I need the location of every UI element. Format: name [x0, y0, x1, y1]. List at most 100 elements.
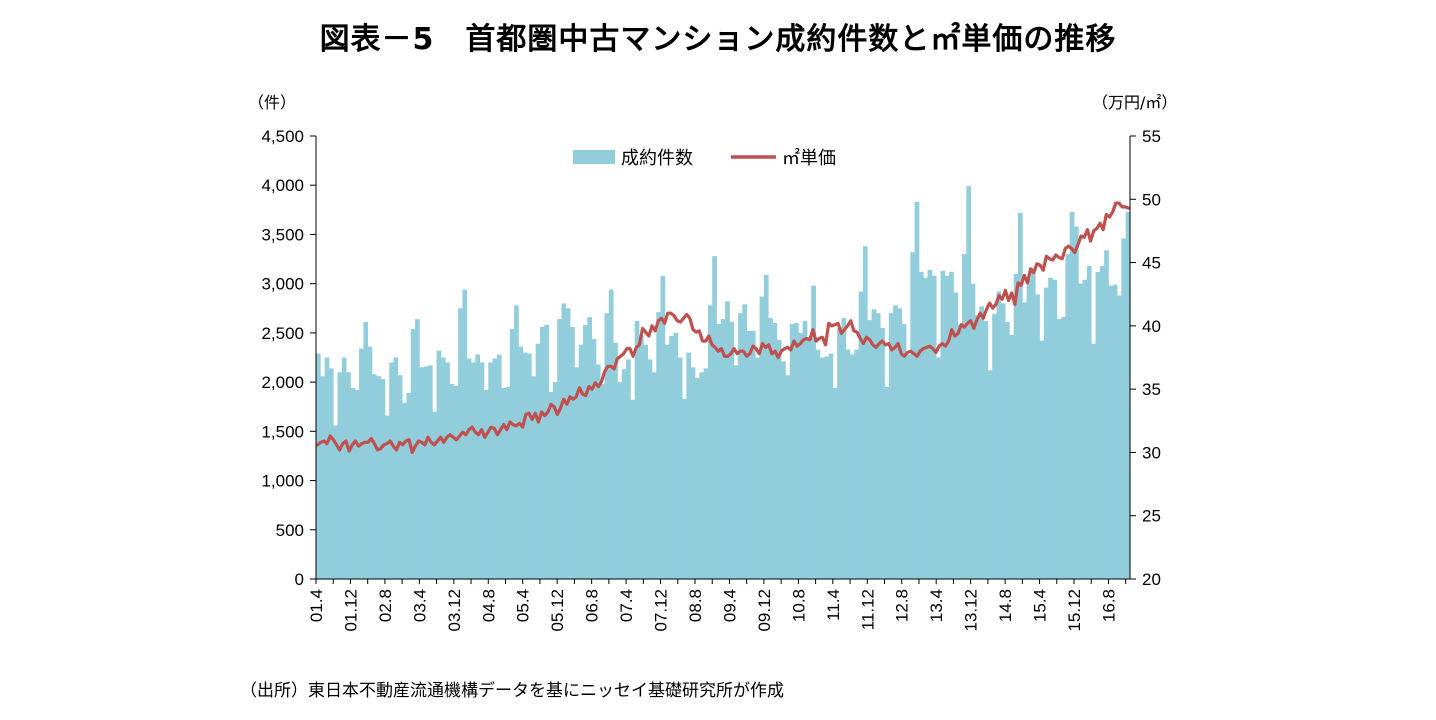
bar: [949, 271, 954, 579]
left-tick-label: 0: [295, 570, 304, 589]
bar: [608, 289, 614, 579]
bar: [578, 344, 584, 579]
bar: [914, 201, 920, 579]
bar: [906, 354, 911, 579]
bar: [884, 387, 890, 579]
right-tick-label: 30: [1142, 443, 1161, 462]
bar: [785, 375, 791, 579]
bar: [505, 387, 511, 579]
bar: [794, 323, 799, 579]
bar: [363, 322, 369, 579]
bar: [750, 330, 756, 579]
bar: [755, 357, 760, 579]
x-tick-label: 15.4: [1031, 589, 1050, 622]
bar: [402, 402, 407, 579]
bar: [729, 322, 735, 579]
bar: [1082, 279, 1088, 579]
bar: [1048, 277, 1053, 579]
bar: [384, 415, 390, 579]
bar: [772, 323, 778, 579]
bar: [699, 372, 704, 579]
right-tick-label: 25: [1142, 507, 1161, 526]
right-axis-ticks: 20 25 30 35 40 45 50 55: [1130, 127, 1161, 589]
x-tick-label: 05.4: [514, 589, 533, 622]
x-tick-label: 01.12: [341, 589, 360, 632]
bar: [501, 388, 506, 579]
left-axis-unit: （件）: [248, 93, 296, 112]
bar: [647, 359, 653, 579]
left-tick-label: 2,500: [261, 324, 304, 343]
bar: [359, 348, 364, 579]
bar: [346, 372, 351, 579]
bar: [936, 357, 941, 579]
bar: [656, 312, 661, 579]
bar: [341, 357, 347, 579]
bar: [712, 256, 717, 579]
bar: [893, 305, 898, 579]
bar: [940, 270, 946, 579]
x-tick-label: 03.12: [445, 589, 464, 632]
bar: [802, 321, 808, 579]
x-tick-label: 13.12: [962, 589, 981, 632]
bar: [552, 382, 558, 579]
bar: [1099, 265, 1105, 579]
bar: [690, 367, 696, 579]
x-tick-label: 16.8: [1099, 589, 1118, 622]
bar: [1035, 294, 1040, 579]
bar-series: [316, 186, 1131, 580]
bar: [875, 313, 881, 579]
bar: [811, 285, 816, 579]
bar: [677, 357, 683, 579]
bar: [824, 356, 829, 579]
left-axis-ticks: 0 500 1,000 1,500 2,000 2,500 3,000 3,500 4,000 4…: [261, 127, 316, 589]
bar: [539, 326, 545, 579]
bar: [815, 349, 821, 579]
bar: [432, 411, 437, 579]
chart-title: 図表－5 首都圏中古マンション成約件数と㎡単価の推移: [319, 22, 1117, 57]
bar: [565, 308, 571, 579]
bar: [449, 384, 455, 579]
bar: [600, 384, 605, 579]
bar: [979, 306, 984, 579]
x-tick-label: 11.12: [858, 589, 877, 630]
bar: [1104, 250, 1109, 579]
bar: [1074, 226, 1079, 579]
bar: [397, 375, 403, 579]
bar: [1005, 322, 1010, 579]
bar: [1086, 265, 1092, 579]
bar: [587, 317, 592, 579]
x-tick-label: 07.4: [617, 589, 636, 622]
bar: [1117, 295, 1122, 579]
bar: [466, 358, 472, 579]
bar: [1121, 238, 1127, 579]
bar: [419, 367, 425, 579]
combo-chart: 0 500 1,000 1,500 2,000 2,500 3,000 3,500 4,000 4…: [248, 93, 1177, 632]
bar: [992, 314, 997, 579]
bar: [1013, 273, 1019, 579]
bar: [1009, 334, 1015, 579]
x-tick-label: 14.8: [996, 589, 1015, 622]
bar: [781, 361, 786, 579]
bar: [574, 367, 580, 579]
x-tick-label: 11.4: [824, 589, 843, 621]
bar: [337, 372, 343, 579]
bar: [415, 319, 420, 579]
bar: [707, 305, 713, 579]
bar: [927, 269, 933, 579]
bar: [862, 246, 868, 579]
bar: [561, 303, 567, 579]
bar: [1022, 302, 1027, 579]
bar: [832, 388, 838, 579]
bar: [858, 291, 864, 579]
bar: [1026, 278, 1032, 579]
bar: [595, 364, 601, 579]
x-tick-label: 05.12: [548, 589, 567, 632]
bar: [854, 349, 860, 579]
bar: [953, 292, 959, 579]
bar: [957, 325, 963, 579]
bar: [591, 338, 597, 579]
bar: [962, 254, 967, 579]
bar: [453, 386, 459, 579]
bar: [1069, 211, 1075, 580]
bar: [987, 370, 993, 579]
